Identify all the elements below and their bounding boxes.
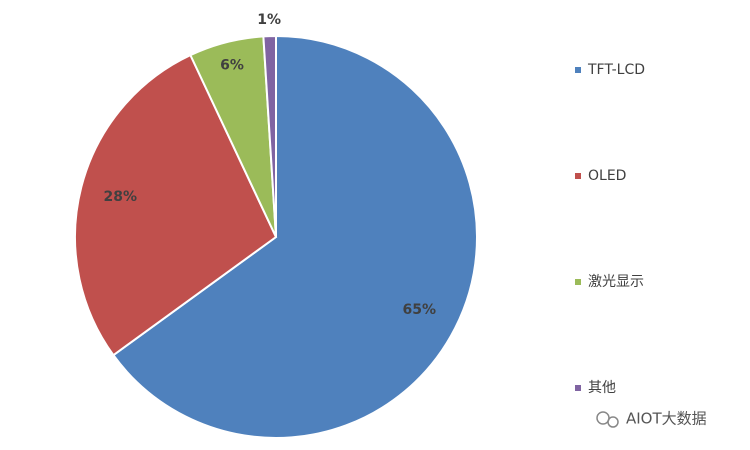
legend-label: 其他: [588, 380, 616, 396]
legend-swatch: [575, 385, 581, 391]
data-label: 28%: [103, 189, 137, 205]
pie-slice: [74, 53, 278, 357]
legend-swatch: [575, 279, 581, 285]
pie-slice: [262, 34, 277, 238]
watermark-icon: [596, 411, 619, 428]
legend-label: OLED: [588, 168, 626, 184]
legend-swatch: [575, 173, 581, 179]
legend-label: TFT-LCD: [587, 62, 645, 78]
pie-slice: [111, 34, 478, 439]
legend-label: 激光显示: [588, 273, 644, 290]
watermark: AIOT大数据: [626, 410, 707, 428]
data-label: 65%: [403, 302, 437, 318]
data-label: 6%: [220, 58, 244, 74]
data-label: 1%: [257, 12, 281, 28]
legend-swatch: [575, 67, 581, 73]
